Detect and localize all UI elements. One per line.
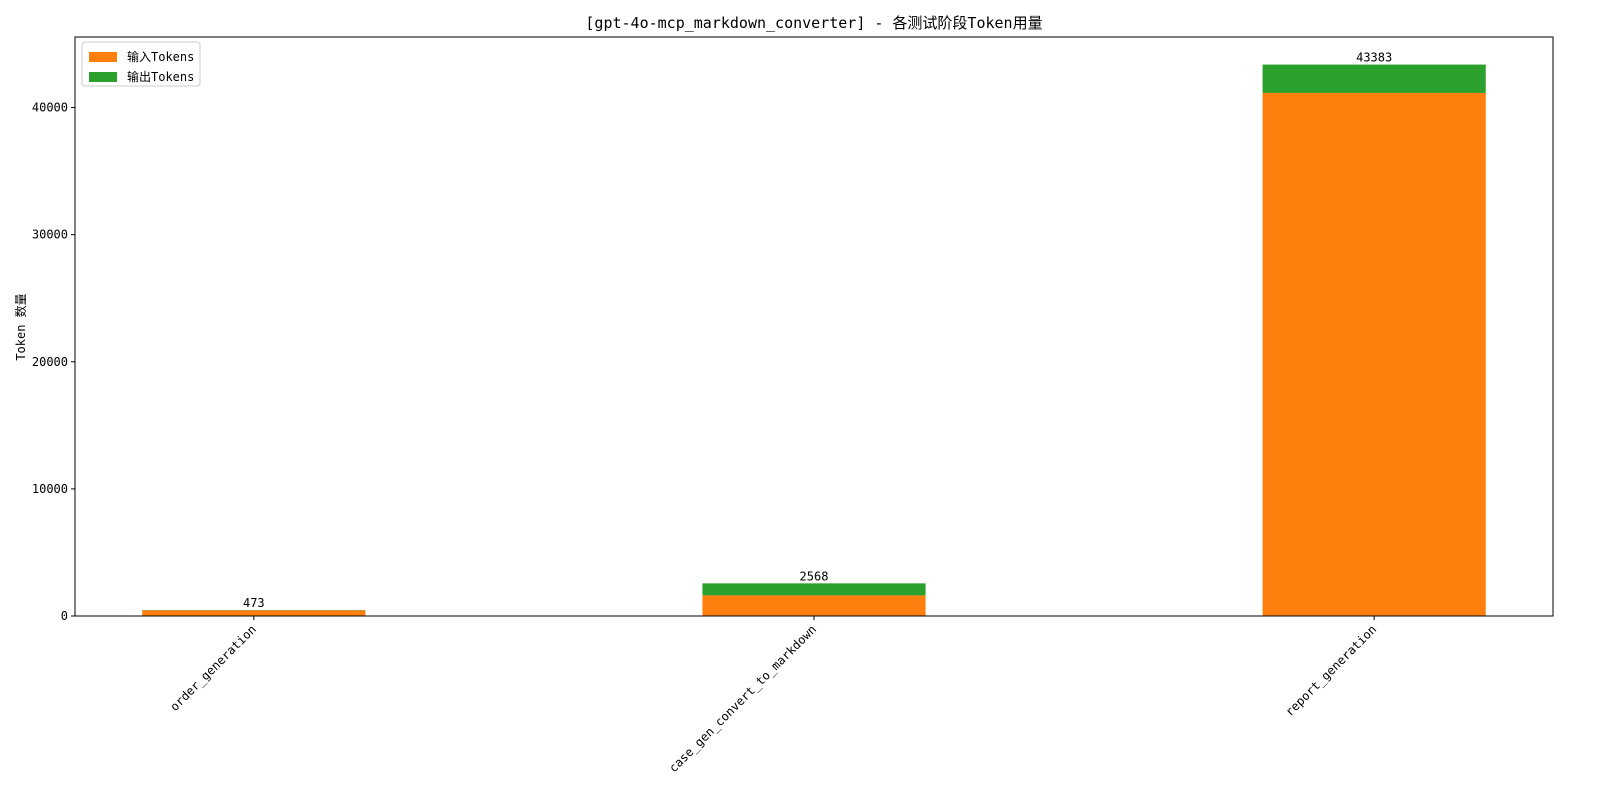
bar-input-case_gen_convert_to_markdown — [702, 595, 925, 616]
bar-output-report_generation — [1263, 65, 1486, 93]
bar-input-report_generation — [1263, 93, 1486, 616]
x-tick-label-report_generation: report_generation — [1283, 622, 1380, 719]
y-tick-label: 30000 — [32, 228, 68, 242]
total-label-order_generation: 473 — [243, 596, 265, 610]
y-tick-label: 0 — [61, 609, 68, 623]
y-tick-label: 10000 — [32, 482, 68, 496]
legend-swatch-input — [89, 52, 117, 62]
y-tick-label: 40000 — [32, 101, 68, 115]
bar-input-order_generation — [142, 610, 365, 616]
y-axis-label: Token 数量 — [13, 293, 28, 360]
bar-output-case_gen_convert_to_markdown — [702, 583, 925, 595]
y-tick-label: 20000 — [32, 355, 68, 369]
x-axis: order_generation case_gen_convert_to_mark… — [167, 616, 1379, 775]
x-tick-label-order_generation: order_generation — [167, 622, 259, 714]
legend: 输入Tokens 输出Tokens — [82, 42, 200, 86]
legend-swatch-output — [89, 72, 117, 82]
total-label-case_gen_convert_to_markdown: 2568 — [800, 569, 829, 583]
plot-area: 473 2568 43383 — [142, 51, 1486, 616]
legend-label-output: 输出Tokens — [127, 69, 194, 84]
legend-label-input: 输入Tokens — [127, 49, 194, 64]
chart-title: [gpt-4o-mcp_markdown_converter] - 各测试阶段T… — [585, 14, 1042, 32]
total-label-report_generation: 43383 — [1356, 51, 1392, 65]
x-tick-label-case_gen_convert_to_markdown: case_gen_convert_to_markdown — [666, 622, 819, 775]
y-axis: 0 10000 20000 30000 40000 — [32, 101, 75, 623]
